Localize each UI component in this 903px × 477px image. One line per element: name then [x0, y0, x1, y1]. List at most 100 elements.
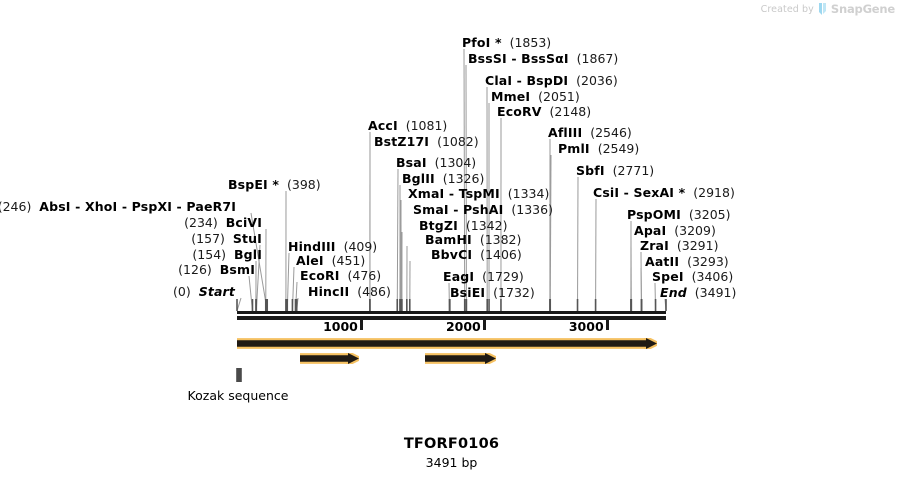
site-position: (451) [331, 253, 366, 268]
site-label[interactable]: EcoRV (2148) [497, 105, 591, 118]
ruler-tick-1000 [359, 320, 363, 330]
feature-arrow[interactable] [234, 334, 660, 353]
site-position: (1342) [465, 218, 508, 233]
watermark-brand: SnapGene [830, 2, 895, 16]
site-position: (2148) [549, 104, 592, 119]
snapgene-logo-icon [818, 3, 827, 15]
enzyme-name: HincII [308, 284, 350, 299]
site-position: (1729) [482, 269, 524, 284]
site-label[interactable]: EcoRI (476) [300, 269, 381, 282]
sequence-name: TFORF0106 [403, 436, 500, 452]
enzyme-name: BsaI [396, 155, 427, 170]
sequence-ruler: 1000 2000 3000 [237, 320, 666, 336]
site-label[interactable]: HincII (486) [308, 285, 391, 298]
site-position: (1853) [509, 35, 552, 50]
enzyme-name: BsiEI [450, 285, 486, 300]
site-label[interactable]: BsiEI (1732) [450, 286, 535, 299]
site-position: (1406) [480, 247, 522, 262]
title-block: TFORF0106 3491 bp [0, 436, 903, 470]
site-position: (1304) [434, 155, 477, 170]
site-position: (398) [287, 177, 321, 192]
site-position: (1867) [576, 51, 619, 66]
site-label-layer: (246) AbsI - XhoI - PspXI - PaeR7I BspEI … [0, 36, 736, 299]
enzyme-name: AatII [645, 254, 680, 269]
enzyme-name: CsiI - SexAI * [593, 185, 686, 200]
site-position: (2051) [538, 89, 580, 104]
site-label[interactable]: SpeI (3406) [652, 270, 733, 283]
site-label[interactable]: CsiI - SexAI * (2918) [593, 186, 735, 199]
site-label[interactable]: (157) StuI [191, 232, 262, 245]
kozak-sequence-label: Kozak sequence [187, 388, 289, 403]
feature-arrow[interactable] [297, 349, 362, 368]
site-label[interactable]: End (3491) [660, 286, 736, 299]
enzyme-name: EcoRI [300, 268, 340, 283]
site-label[interactable]: (0) Start [173, 285, 235, 298]
site-position: (246) [0, 199, 32, 214]
site-position: (1326) [442, 171, 485, 186]
site-label[interactable]: PspOMI (3205) [627, 208, 730, 221]
site-label[interactable]: SbfI (2771) [576, 164, 654, 177]
site-label[interactable]: XmaI - TspMI (1334) [408, 187, 549, 200]
site-label[interactable]: BamHI (1382) [425, 233, 521, 246]
enzyme-name: AflIII [548, 125, 583, 140]
enzyme-name: SbfI [576, 163, 605, 178]
site-label[interactable]: AflIII (2546) [548, 126, 632, 139]
site-label[interactable]: BsaI (1304) [396, 156, 476, 169]
enzyme-name: MmeI [491, 89, 531, 104]
backbone-line-top [237, 311, 666, 314]
site-position: (157) [191, 231, 225, 246]
enzyme-name: HindIII [288, 239, 336, 254]
enzyme-name: BtgZI [419, 218, 458, 233]
site-label[interactable]: AccI (1081) [368, 119, 447, 132]
site-label[interactable]: BbvCI (1406) [431, 248, 522, 261]
site-label[interactable]: (234) BciVI [184, 216, 262, 229]
site-label[interactable]: BtgZI (1342) [419, 219, 507, 232]
site-position: (1382) [479, 232, 522, 247]
enzyme-name: StuI [232, 231, 262, 246]
site-label[interactable]: AatII (3293) [645, 255, 729, 268]
site-label[interactable]: BssSI - BssSαI (1867) [468, 52, 618, 65]
site-position: (126) [178, 262, 212, 277]
ruler-tick-label-1000: 1000 [323, 319, 358, 334]
site-label[interactable]: SmaI - PshAI (1336) [413, 203, 553, 216]
site-label[interactable]: ZraI (3291) [640, 239, 718, 252]
site-label[interactable]: (246) AbsI - XhoI - PspXI - PaeR7I [0, 200, 236, 213]
site-label[interactable]: PfoI * (1853) [462, 36, 551, 49]
site-position: (1732) [493, 285, 535, 300]
site-position: (2546) [590, 125, 632, 140]
enzyme-name: BsmI [219, 262, 255, 277]
enzyme-name: PmlI [558, 141, 590, 156]
feature-arrows [0, 332, 903, 367]
site-label[interactable]: (126) BsmI [178, 263, 255, 276]
watermark-prefix: Created by [760, 3, 814, 15]
enzyme-name: Start [198, 284, 235, 299]
feature-arrow[interactable] [422, 349, 499, 368]
site-label[interactable]: BglII (1326) [402, 172, 484, 185]
enzyme-name: BciVI [225, 215, 262, 230]
enzyme-name: SpeI [652, 269, 684, 284]
site-label[interactable]: ApaI (3209) [634, 224, 716, 237]
enzyme-name: End [660, 285, 687, 300]
sequence-length: 3491 bp [425, 455, 478, 470]
enzyme-name: PspOMI [627, 207, 681, 222]
site-position: (409) [343, 239, 378, 254]
enzyme-name: EcoRV [497, 104, 542, 119]
site-label[interactable]: EagI (1729) [443, 270, 524, 283]
site-position: (2549) [597, 141, 640, 156]
site-position: (1336) [511, 202, 553, 217]
site-label[interactable]: AleI (451) [296, 254, 365, 267]
site-label[interactable]: HindIII (409) [288, 240, 377, 253]
enzyme-name: AccI [368, 118, 398, 133]
enzyme-name: BspEI * [228, 177, 280, 192]
site-label[interactable]: (154) BglI [192, 248, 262, 261]
site-label[interactable]: BspEI * (398) [228, 178, 321, 191]
enzyme-name: XmaI - TspMI [408, 186, 500, 201]
site-label[interactable]: ClaI - BspDI (2036) [485, 74, 618, 87]
site-label[interactable]: PmlI (2549) [558, 142, 639, 155]
site-label[interactable]: MmeI (2051) [491, 90, 580, 103]
enzyme-name: BssSI - BssSαI [468, 51, 569, 66]
enzyme-name: ApaI [634, 223, 667, 238]
site-position: (3205) [688, 207, 731, 222]
enzyme-name: AbsI - XhoI - PspXI - PaeR7I [39, 199, 236, 214]
site-label[interactable]: BstZ17I (1082) [374, 135, 479, 148]
